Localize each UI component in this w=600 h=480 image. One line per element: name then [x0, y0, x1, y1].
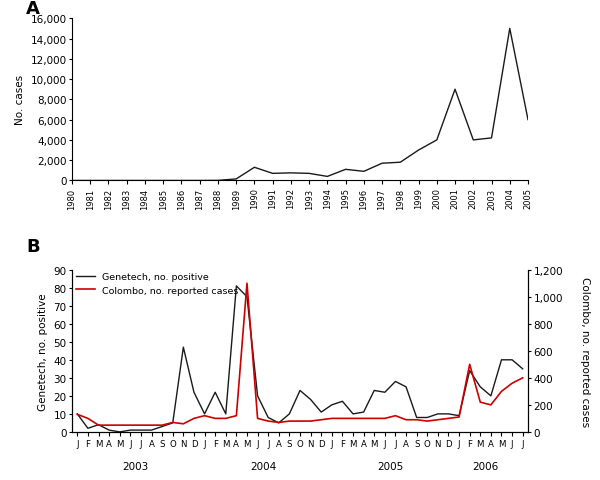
Colombo, no. reported cases — [116, 422, 124, 428]
Colombo, no. reported cases — [201, 413, 208, 419]
Colombo, no. reported cases — [190, 416, 197, 421]
Genetech, no. positive — [519, 366, 526, 372]
Y-axis label: No. cases: No. cases — [15, 75, 25, 125]
Genetech, no. positive — [244, 294, 251, 300]
Genetech, no. positive — [222, 411, 229, 417]
Genetech, no. positive — [317, 409, 325, 415]
Colombo, no. reported cases — [476, 399, 484, 405]
Genetech, no. positive — [296, 388, 304, 394]
Colombo, no. reported cases — [233, 413, 240, 419]
Genetech, no. positive — [381, 390, 388, 396]
Colombo, no. reported cases — [148, 422, 155, 428]
Colombo, no. reported cases — [127, 422, 134, 428]
Genetech, no. positive — [137, 427, 145, 433]
Genetech, no. positive — [339, 398, 346, 404]
Genetech, no. positive — [508, 357, 515, 363]
Line: Genetech, no. positive: Genetech, no. positive — [77, 286, 523, 432]
Colombo, no. reported cases — [403, 417, 410, 423]
Colombo, no. reported cases — [307, 419, 314, 424]
Colombo, no. reported cases — [455, 414, 463, 420]
Genetech, no. positive — [476, 384, 484, 390]
Colombo, no. reported cases — [328, 416, 335, 421]
Colombo, no. reported cases — [371, 416, 378, 421]
Genetech, no. positive — [127, 427, 134, 433]
Colombo, no. reported cases — [445, 416, 452, 421]
Colombo, no. reported cases — [360, 416, 367, 421]
Line: Colombo, no. reported cases: Colombo, no. reported cases — [77, 284, 523, 425]
Colombo, no. reported cases — [95, 422, 102, 428]
Genetech, no. positive — [265, 415, 272, 420]
Colombo, no. reported cases — [466, 361, 473, 367]
Y-axis label: Genetech, no. positive: Genetech, no. positive — [38, 292, 48, 410]
Colombo, no. reported cases — [296, 419, 304, 424]
Text: 2004: 2004 — [250, 461, 276, 471]
Colombo, no. reported cases — [286, 419, 293, 424]
Colombo, no. reported cases — [349, 416, 356, 421]
Genetech, no. positive — [74, 411, 81, 417]
Colombo, no. reported cases — [381, 416, 388, 421]
Genetech, no. positive — [371, 388, 378, 394]
Genetech, no. positive — [148, 427, 155, 433]
Colombo, no. reported cases — [487, 402, 494, 408]
Genetech, no. positive — [403, 384, 410, 390]
Colombo, no. reported cases — [434, 417, 442, 423]
Genetech, no. positive — [201, 411, 208, 417]
Genetech, no. positive — [498, 357, 505, 363]
Genetech, no. positive — [455, 413, 463, 419]
Genetech, no. positive — [424, 415, 431, 420]
Genetech, no. positive — [106, 427, 113, 433]
Colombo, no. reported cases — [222, 416, 229, 421]
Genetech, no. positive — [190, 390, 197, 396]
Genetech, no. positive — [95, 422, 102, 428]
Text: 2003: 2003 — [122, 461, 149, 471]
Genetech, no. positive — [434, 411, 442, 417]
Colombo, no. reported cases — [158, 422, 166, 428]
Colombo, no. reported cases — [74, 411, 81, 417]
Genetech, no. positive — [212, 390, 219, 396]
Y-axis label: Colombo, no. reported cases: Colombo, no. reported cases — [580, 276, 590, 426]
Colombo, no. reported cases — [275, 420, 283, 425]
Colombo, no. reported cases — [212, 416, 219, 421]
Text: B: B — [26, 238, 40, 256]
Genetech, no. positive — [487, 393, 494, 399]
Genetech, no. positive — [275, 420, 283, 426]
Colombo, no. reported cases — [254, 416, 261, 421]
Genetech, no. positive — [360, 409, 367, 415]
Colombo, no. reported cases — [519, 375, 526, 381]
Colombo, no. reported cases — [317, 417, 325, 423]
Genetech, no. positive — [466, 368, 473, 374]
Text: 2006: 2006 — [472, 461, 499, 471]
Colombo, no. reported cases — [392, 413, 399, 419]
Colombo, no. reported cases — [169, 420, 176, 425]
Genetech, no. positive — [349, 411, 356, 417]
Text: 2005: 2005 — [377, 461, 403, 471]
Colombo, no. reported cases — [424, 419, 431, 424]
Colombo, no. reported cases — [137, 422, 145, 428]
Colombo, no. reported cases — [498, 389, 505, 395]
Colombo, no. reported cases — [508, 381, 515, 386]
Genetech, no. positive — [328, 402, 335, 408]
Colombo, no. reported cases — [265, 419, 272, 424]
Colombo, no. reported cases — [244, 281, 251, 287]
Genetech, no. positive — [180, 345, 187, 350]
Genetech, no. positive — [286, 411, 293, 417]
Colombo, no. reported cases — [85, 416, 92, 421]
Genetech, no. positive — [413, 415, 420, 420]
Genetech, no. positive — [158, 424, 166, 430]
Genetech, no. positive — [392, 379, 399, 384]
Genetech, no. positive — [116, 429, 124, 435]
Colombo, no. reported cases — [106, 422, 113, 428]
Colombo, no. reported cases — [180, 421, 187, 427]
Genetech, no. positive — [85, 426, 92, 432]
Genetech, no. positive — [445, 411, 452, 417]
Text: A: A — [26, 0, 40, 18]
Legend: Genetech, no. positive, Colombo, no. reported cases: Genetech, no. positive, Colombo, no. rep… — [72, 268, 242, 299]
Genetech, no. positive — [254, 393, 261, 399]
Genetech, no. positive — [307, 397, 314, 403]
Genetech, no. positive — [233, 283, 240, 289]
Colombo, no. reported cases — [339, 416, 346, 421]
Colombo, no. reported cases — [413, 417, 420, 423]
Genetech, no. positive — [169, 420, 176, 426]
